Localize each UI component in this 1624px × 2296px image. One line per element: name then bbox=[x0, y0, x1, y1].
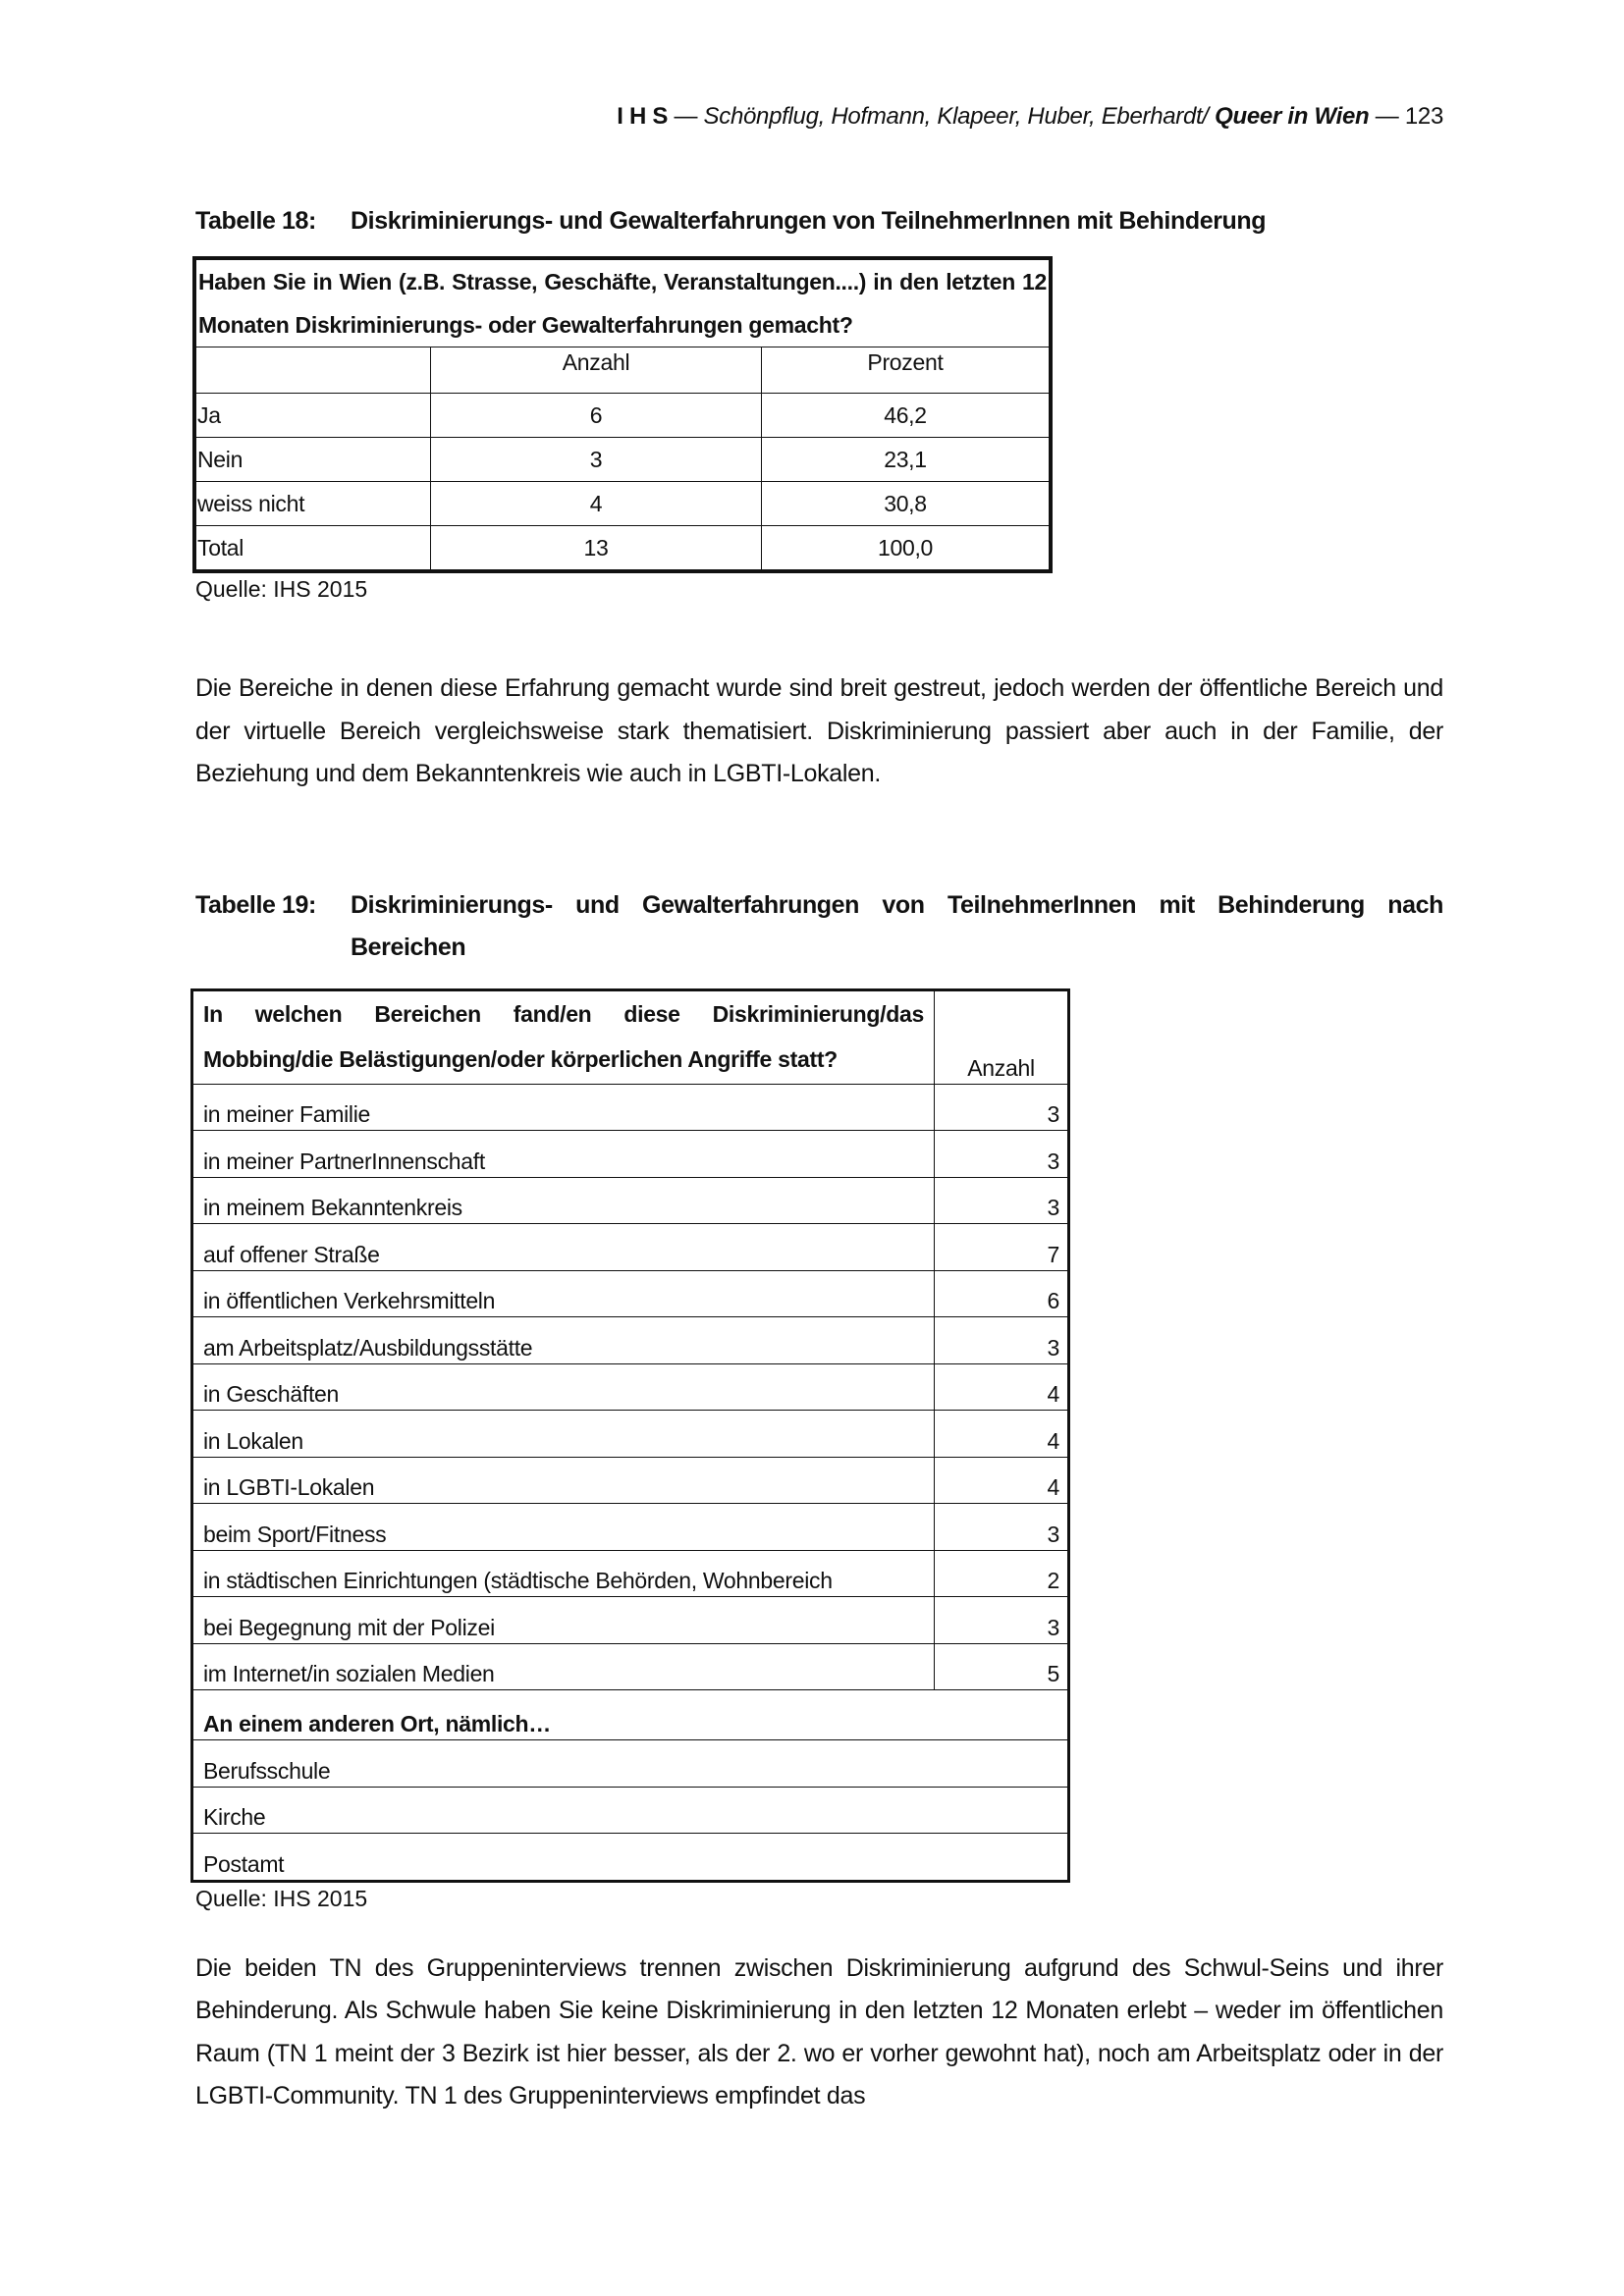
table-row: in meiner Familie 3 bbox=[191, 1083, 1069, 1131]
row-anzahl: 3 bbox=[934, 1596, 1069, 1644]
document-page: I H S — Schönpflug, Hofmann, Klapeer, Hu… bbox=[190, 103, 1443, 2110]
table-row: Kirche bbox=[191, 1786, 1069, 1834]
table-row: am Arbeitsplatz/Ausbildungsstätte 3 bbox=[191, 1316, 1069, 1364]
row-label: auf offener Straße bbox=[191, 1223, 935, 1271]
table-row: Postamt bbox=[191, 1833, 1069, 1882]
header-title: Queer in Wien bbox=[1215, 103, 1370, 130]
table18-title: Diskriminierungs- und Gewalterfahrungen … bbox=[351, 207, 1267, 235]
row-label: im Internet/in sozialen Medien bbox=[191, 1642, 935, 1690]
table-row: in meinem Bekanntenkreis 3 bbox=[191, 1176, 1069, 1224]
row-label: in öffentlichen Verkehrsmitteln bbox=[191, 1269, 935, 1317]
table-row: Berufsschule bbox=[191, 1739, 1069, 1788]
table-row: in meiner PartnerInnenschaft 3 bbox=[191, 1130, 1069, 1178]
header-org: I H S bbox=[617, 103, 669, 130]
table19-label: Tabelle 19: bbox=[195, 890, 316, 919]
row-anzahl: 13 bbox=[430, 525, 762, 572]
table18-col-empty bbox=[193, 347, 431, 394]
table-row: Total 13 100,0 bbox=[193, 525, 1052, 572]
row-anzahl: 6 bbox=[430, 393, 762, 438]
row-anzahl: 6 bbox=[934, 1269, 1069, 1317]
other-location: Kirche bbox=[191, 1786, 1069, 1834]
table-row: in städtischen Einrichtungen (städtische… bbox=[191, 1549, 1069, 1597]
table18-source: Quelle: IHS 2015 bbox=[195, 576, 368, 602]
row-label: in LGBTI-Lokalen bbox=[191, 1456, 935, 1504]
row-anzahl: 3 bbox=[934, 1316, 1069, 1364]
row-prozent: 100,0 bbox=[761, 525, 1052, 572]
table18-question: Haben Sie in Wien (z.B. Strasse, Geschäf… bbox=[193, 257, 1052, 347]
paragraph-2: Die beiden TN des Gruppeninterviews tren… bbox=[195, 1953, 1443, 2110]
table18-caption: Tabelle 18: Diskriminierungs- und Gewalte… bbox=[192, 200, 1443, 242]
row-label: in städtischen Einrichtungen (städtische… bbox=[191, 1549, 935, 1597]
table18-label: Tabelle 18: bbox=[195, 207, 316, 235]
row-label: am Arbeitsplatz/Ausbildungsstätte bbox=[191, 1316, 935, 1364]
table19-source: Quelle: IHS 2015 bbox=[195, 1885, 368, 1911]
row-label: in meinem Bekanntenkreis bbox=[191, 1176, 935, 1224]
row-label: in Geschäften bbox=[191, 1362, 935, 1411]
table-row: beim Sport/Fitness 3 bbox=[191, 1503, 1069, 1551]
row-prozent: 23,1 bbox=[761, 437, 1052, 482]
table18-col-anzahl: Anzahl bbox=[430, 347, 762, 394]
row-prozent: 30,8 bbox=[761, 481, 1052, 526]
table-18: Haben Sie in Wien (z.B. Strasse, Geschäf… bbox=[192, 256, 1053, 573]
table-row: in Lokalen 4 bbox=[191, 1410, 1069, 1458]
row-prozent: 46,2 bbox=[761, 393, 1052, 438]
table-row: im Internet/in sozialen Medien 5 bbox=[191, 1642, 1069, 1690]
row-anzahl: 3 bbox=[934, 1503, 1069, 1551]
row-anzahl: 3 bbox=[934, 1176, 1069, 1224]
table19-question: In welchen Bereichen fand/en diese Diskr… bbox=[191, 988, 935, 1085]
row-anzahl: 4 bbox=[934, 1410, 1069, 1458]
row-label: in meiner PartnerInnenschaft bbox=[191, 1130, 935, 1178]
header-authors: Schönpflug, Hofmann, Klapeer, Huber, Ebe… bbox=[703, 103, 1210, 130]
row-label: Nein bbox=[193, 437, 431, 482]
row-anzahl: 3 bbox=[430, 437, 762, 482]
row-anzahl: 4 bbox=[934, 1362, 1069, 1411]
row-anzahl: 4 bbox=[430, 481, 762, 526]
running-header: I H S — Schönpflug, Hofmann, Klapeer, Hu… bbox=[617, 103, 1443, 130]
table19-title: Diskriminierungs- und Gewalterfahrungen … bbox=[351, 890, 1443, 961]
table-row: Ja 6 46,2 bbox=[193, 393, 1052, 438]
other-location: Berufsschule bbox=[191, 1739, 1069, 1788]
table-19: In welchen Bereichen fand/en diese Diskr… bbox=[190, 988, 1070, 1883]
row-anzahl: 3 bbox=[934, 1083, 1069, 1131]
row-label: beim Sport/Fitness bbox=[191, 1503, 935, 1551]
table-row: bei Begegnung mit der Polizei 3 bbox=[191, 1596, 1069, 1644]
other-location: Postamt bbox=[191, 1833, 1069, 1882]
table-row: in LGBTI-Lokalen 4 bbox=[191, 1456, 1069, 1504]
table19-other-header: An einem anderen Ort, nämlich… bbox=[191, 1689, 1069, 1740]
row-label: Total bbox=[193, 525, 431, 572]
row-label: in Lokalen bbox=[191, 1410, 935, 1458]
table19-caption: Tabelle 19: Diskriminierungs- und Gewalte… bbox=[192, 884, 1443, 969]
paragraph-1: Die Bereiche in denen diese Erfahrung ge… bbox=[195, 674, 1443, 787]
table-row: weiss nicht 4 30,8 bbox=[193, 481, 1052, 526]
table-row: Nein 3 23,1 bbox=[193, 437, 1052, 482]
table-row: auf offener Straße 7 bbox=[191, 1223, 1069, 1271]
row-label: Ja bbox=[193, 393, 431, 438]
row-anzahl: 5 bbox=[934, 1642, 1069, 1690]
table18-col-prozent: Prozent bbox=[761, 347, 1052, 394]
row-anzahl: 4 bbox=[934, 1456, 1069, 1504]
table-row: in öffentlichen Verkehrsmitteln 6 bbox=[191, 1269, 1069, 1317]
row-anzahl: 7 bbox=[934, 1223, 1069, 1271]
row-anzahl: 3 bbox=[934, 1130, 1069, 1178]
table-row: in Geschäften 4 bbox=[191, 1362, 1069, 1411]
row-label: in meiner Familie bbox=[191, 1083, 935, 1131]
table19-col-anzahl: Anzahl bbox=[934, 988, 1069, 1085]
row-label: bei Begegnung mit der Polizei bbox=[191, 1596, 935, 1644]
page-number: 123 bbox=[1404, 103, 1443, 130]
row-label: weiss nicht bbox=[193, 481, 431, 526]
row-anzahl: 2 bbox=[934, 1549, 1069, 1597]
